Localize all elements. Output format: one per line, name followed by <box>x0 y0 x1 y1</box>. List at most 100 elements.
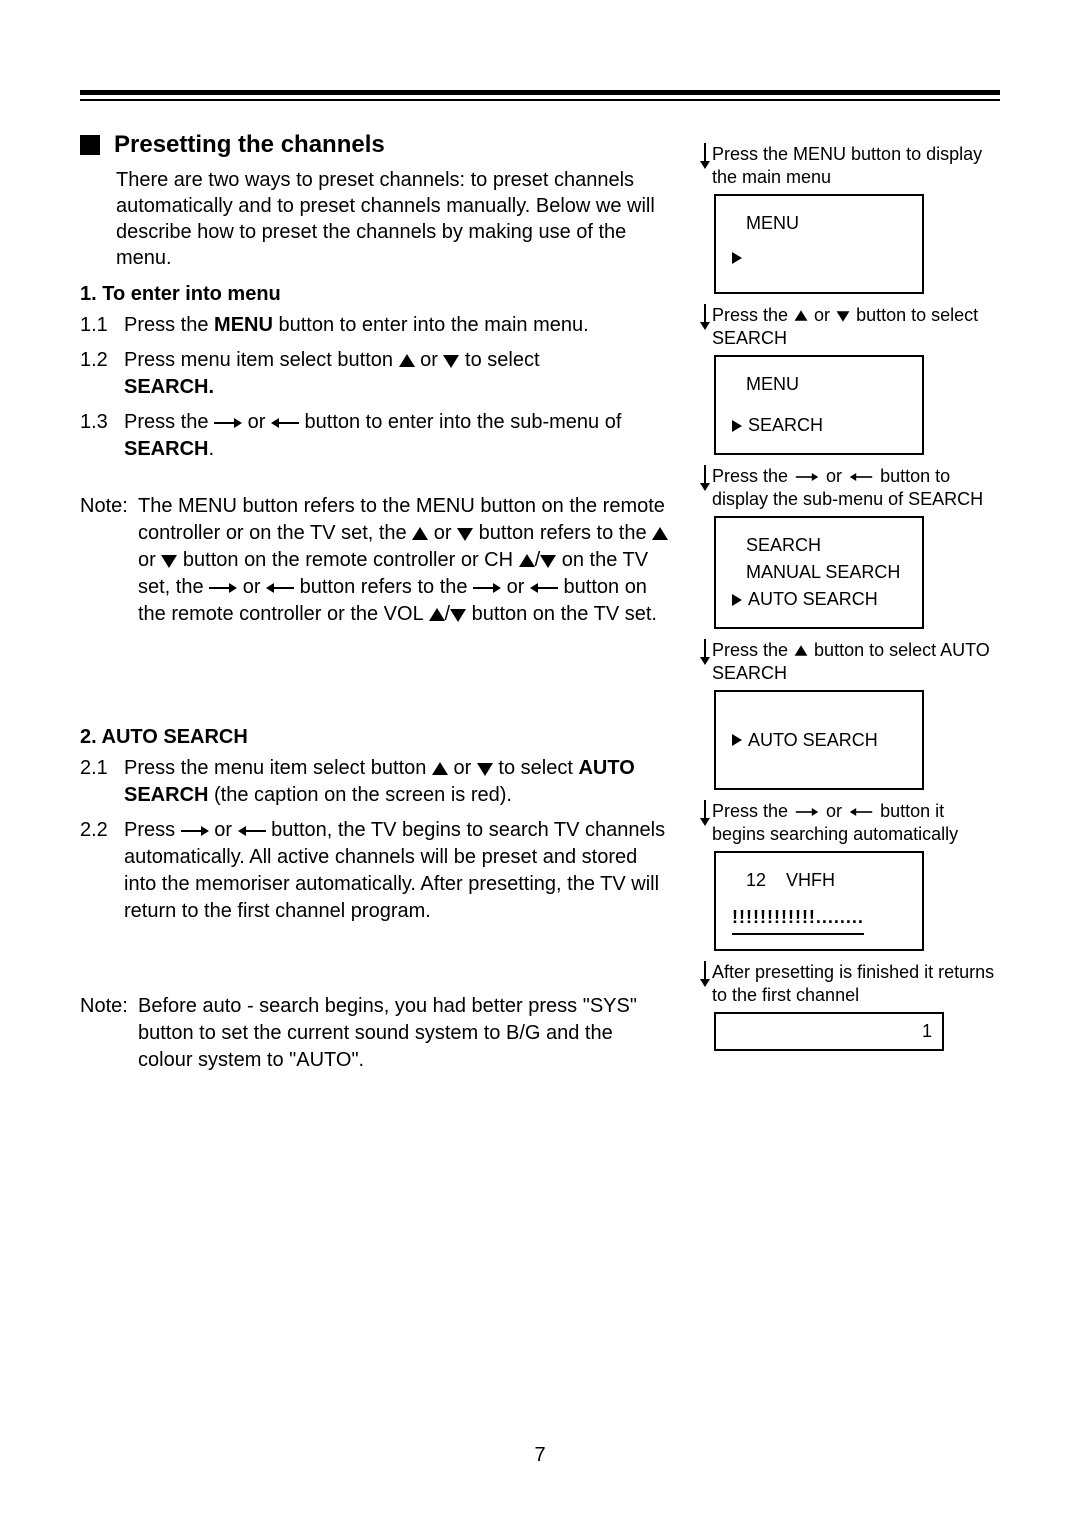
section1-title: 1. To enter into menu <box>80 283 670 306</box>
arrow-left-icon <box>238 826 266 836</box>
screen-line: 12 VHFH <box>746 867 906 894</box>
step-number: 2.2 <box>80 817 118 925</box>
cursor-right-icon <box>732 252 742 264</box>
screen-cursor-row: SEARCH <box>732 412 906 439</box>
text: or <box>821 801 847 821</box>
step-2-1: 2.1 Press the menu item select button or… <box>80 755 670 809</box>
step-body: Press the MENU button to enter into the … <box>124 312 670 339</box>
note-label: Note: <box>80 993 134 1074</box>
step-1-1: 1.1 Press the MENU button to enter into … <box>80 312 670 339</box>
step-2-2: 2.2 Press or button, the TV begins to se… <box>80 817 670 925</box>
flow-step-4: Press the button to select AUTO SEARCH A… <box>690 639 1000 790</box>
screen-line: MENU <box>746 210 906 237</box>
text: to select <box>493 757 579 779</box>
right-column: Press the MENU button to display the mai… <box>690 131 1000 1082</box>
text: Press the <box>124 411 214 433</box>
text: to select <box>459 349 539 371</box>
text-bold: MENU <box>416 495 475 517</box>
screen-box-searching: 12 VHFH !!!!!!!!!!!!........ <box>714 851 924 951</box>
text: Press the menu item select button <box>124 757 432 779</box>
arrow-left-icon <box>266 583 294 593</box>
screen-line: 1 <box>726 1018 932 1045</box>
note-body: Before auto - search begins, you had bet… <box>138 993 670 1074</box>
flow-caption: Press the button to select AUTO SEARCH <box>712 639 1000 684</box>
note-1: Note: The MENU button refers to the MENU… <box>80 493 670 628</box>
arrow-right-icon <box>214 418 242 428</box>
screen-box-auto-search: AUTO SEARCH <box>714 690 924 790</box>
text: or <box>501 576 530 598</box>
screen-box-menu-search: MENU SEARCH <box>714 355 924 455</box>
screen-cursor-row: AUTO SEARCH <box>732 727 906 754</box>
flow-caption: Press the or button it begins searching … <box>712 800 1000 845</box>
arrow-right-icon <box>473 583 501 593</box>
step-number: 1.2 <box>80 347 118 401</box>
step-number: 1.3 <box>80 409 118 463</box>
section-heading: Presetting the channels <box>80 131 670 159</box>
cursor-right-icon <box>732 734 742 746</box>
arrow-left-icon <box>271 418 299 428</box>
left-column: Presetting the channels There are two wa… <box>80 131 670 1082</box>
screen-box-first-channel: 1 <box>714 1012 944 1051</box>
progress-bar: !!!!!!!!!!!!........ <box>732 904 864 935</box>
text: or <box>415 349 444 371</box>
text: or <box>809 305 835 325</box>
text: button on the remote controller or CH <box>177 549 518 571</box>
text-bold: "SYS" <box>583 995 637 1017</box>
arrow-right-icon <box>209 583 237 593</box>
screen-line: MENU <box>746 371 906 398</box>
screen-cursor-row <box>732 252 906 264</box>
page-number: 7 <box>0 1444 1080 1467</box>
arrow-right-icon <box>796 808 818 816</box>
arrow-right-icon <box>181 826 209 836</box>
cursor-right-icon <box>732 594 742 606</box>
flow-caption: Press the or button to display the sub-m… <box>712 465 1000 510</box>
triangle-down-icon <box>450 609 466 622</box>
text: or <box>448 757 477 779</box>
triangle-down-icon <box>457 528 473 541</box>
triangle-up-icon <box>795 310 808 320</box>
arrow-left-icon <box>530 583 558 593</box>
heading-text: Presetting the channels <box>114 131 385 159</box>
step-number: 1.1 <box>80 312 118 339</box>
text: Press the <box>712 801 793 821</box>
screen-line: AUTO SEARCH <box>748 586 878 613</box>
flow-caption: After presetting is finished it returns … <box>712 961 1000 1006</box>
cursor-right-icon <box>732 420 742 432</box>
note-label: Note: <box>80 493 134 628</box>
screen-line: SEARCH <box>748 412 823 439</box>
text: button to enter into the main menu. <box>273 314 589 336</box>
screen-line: AUTO SEARCH <box>748 727 878 754</box>
text: Press <box>124 819 181 841</box>
text: button refers to the <box>473 522 652 544</box>
step-body: Press or button, the TV begins to search… <box>124 817 670 925</box>
screen-box-menu: MENU <box>714 194 924 294</box>
arrow-left-icon <box>850 473 872 481</box>
triangle-up-icon <box>429 608 445 621</box>
step-body: Press menu item select button or to sele… <box>124 347 670 401</box>
flow-step-1: Press the MENU button to display the mai… <box>690 143 1000 294</box>
step-1-3: 1.3 Press the or button to enter into th… <box>80 409 670 463</box>
triangle-down-icon <box>443 355 459 368</box>
text: button to enter into the sub-menu of <box>299 411 621 433</box>
text-bold: SEARCH <box>124 438 208 460</box>
text: or <box>138 549 161 571</box>
step-1-2: 1.2 Press menu item select button or to … <box>80 347 670 401</box>
triangle-up-icon <box>432 762 448 775</box>
triangle-down-icon <box>477 763 493 776</box>
step-number: 2.1 <box>80 755 118 809</box>
text: Press the <box>712 640 793 660</box>
text: or <box>428 522 457 544</box>
flow-step-5: Press the or button it begins searching … <box>690 800 1000 951</box>
triangle-down-icon <box>161 555 177 568</box>
intro-paragraph: There are two ways to preset channels: t… <box>116 167 670 271</box>
step-body: Press the or button to enter into the su… <box>124 409 670 463</box>
flow-step-2: Press the or button to select SEARCH MEN… <box>690 304 1000 455</box>
triangle-up-icon <box>519 554 535 567</box>
text: . <box>208 438 214 460</box>
arrow-right-icon <box>796 473 818 481</box>
text: button on the TV set. <box>466 603 657 625</box>
bullet-square-icon <box>80 135 100 155</box>
triangle-up-icon <box>795 645 808 655</box>
page-rule <box>80 90 1000 101</box>
screen-cursor-row: AUTO SEARCH <box>732 586 906 613</box>
